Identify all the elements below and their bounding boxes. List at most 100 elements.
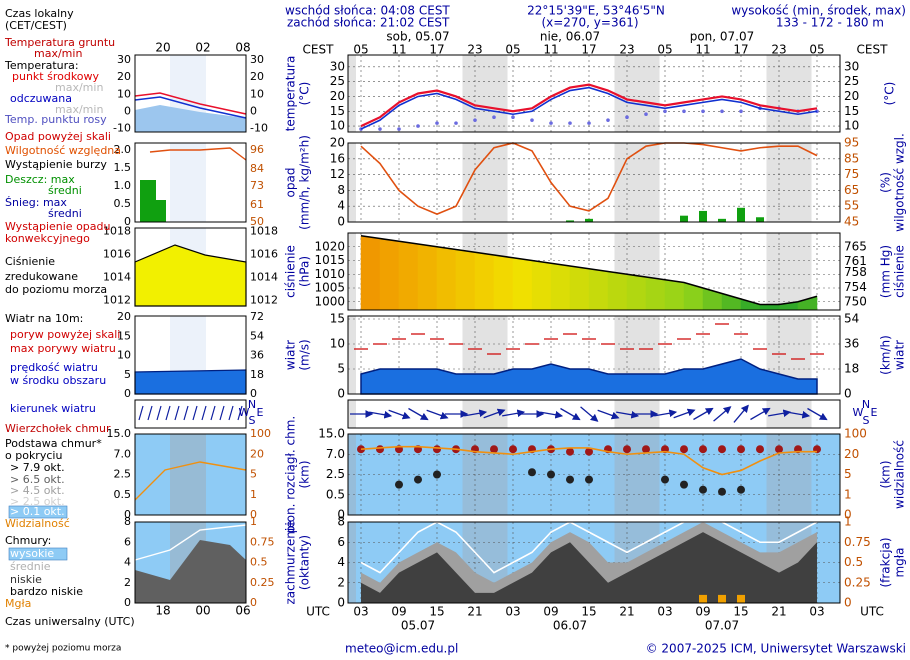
y-axis-title: zachmurzenie [284, 520, 298, 604]
wind-arrow [580, 406, 599, 422]
legend-y2-tick: 0.75 [250, 535, 275, 548]
legend-y-tick: -10 [113, 122, 131, 135]
y-tick-label: 7.0 [326, 447, 345, 461]
y2-tick-label: 54 [844, 312, 859, 326]
y2-axis-title: (mm Hg) [879, 245, 893, 298]
legend-time-bottom: 06 [235, 604, 250, 618]
dot [625, 115, 629, 119]
panel-frame [347, 433, 841, 516]
y-tick-label: 0 [337, 596, 345, 610]
night-band [614, 434, 660, 515]
night-band [348, 522, 356, 603]
legend-y-tick: 10 [117, 87, 131, 100]
wind-arrow [713, 406, 732, 422]
dot [756, 445, 764, 454]
dot [623, 445, 631, 454]
legend-humidity [149, 147, 247, 161]
legend-y-tick: 2.5 [114, 468, 132, 481]
utc-tick-label: 21 [467, 605, 482, 619]
y-tick-label: 10 [330, 119, 345, 133]
legend-text: średni [48, 184, 82, 197]
wind-arrow [768, 409, 792, 418]
line [360, 83, 818, 128]
legend-arrow [138, 405, 144, 421]
legend-y2-tick: 0 [250, 387, 257, 400]
y2-axis-title: (frakcja) [879, 537, 893, 587]
y2-axis-title: ciśnienie [893, 245, 907, 298]
wind-arrow [654, 409, 678, 418]
dot [528, 468, 536, 477]
legend-text: odczuwana [10, 92, 72, 105]
wind-arrow [560, 407, 581, 421]
y-tick-label: 2.5 [326, 467, 345, 481]
dot [737, 445, 745, 454]
legend-arrow [228, 405, 234, 421]
y-tick-label: 6 [337, 535, 345, 549]
pressure-area [379, 238, 400, 311]
legend-text: Deszcz: max [5, 173, 75, 186]
legend-text: Wystąpienie opadu [5, 220, 110, 233]
dot [454, 121, 458, 125]
legend-y-tick: 15 [117, 329, 131, 342]
dot [566, 475, 574, 484]
dot [718, 445, 726, 454]
pressure-area [607, 271, 628, 311]
panel-background [348, 400, 840, 428]
legend-text: prędkość wiatru [10, 361, 98, 374]
legend-wind [134, 369, 247, 395]
y2-tick-label: 95 [844, 136, 859, 150]
y2-tick-label: 25 [844, 74, 859, 88]
legend-y2-tick: 100 [250, 427, 271, 440]
dot [511, 115, 515, 119]
panel [347, 54, 841, 133]
wind-arrow [673, 408, 696, 419]
legend-arrow [237, 405, 243, 421]
wind-arrow [693, 407, 714, 421]
y-tick-label: 10 [330, 337, 345, 351]
panel-frame [347, 399, 841, 429]
night-band [348, 434, 356, 515]
legend-y-tick: 10 [117, 349, 131, 362]
night-band [766, 143, 812, 222]
pressure-area [588, 268, 609, 311]
pressure-area [474, 251, 495, 311]
panel-frame [347, 54, 841, 133]
pressure-area [664, 279, 685, 311]
dot [775, 445, 783, 454]
dot [739, 109, 743, 114]
legend-arrow [174, 405, 180, 421]
wind-arrow [464, 409, 488, 418]
y-tick-label: 2 [337, 575, 345, 589]
y2-axis-title: wilgotność wzgl. [893, 133, 907, 232]
legend-text: > 7.9 okt. [10, 461, 65, 474]
y-axis-title: opad [284, 168, 298, 198]
legend-frame [134, 54, 247, 133]
dot [376, 445, 384, 454]
panel [347, 315, 841, 395]
legend-text: zredukowane [5, 270, 78, 283]
y-tick-label: 1020 [314, 239, 345, 253]
legend-text: (CET/CEST) [5, 19, 67, 32]
cest-label: CEST [303, 43, 335, 57]
legend-y-tick: 4 [124, 556, 131, 569]
legend-y-tick: 20 [117, 310, 131, 323]
legend-y-tick: 5 [124, 368, 131, 381]
legend-y2-tick: 1014 [250, 270, 278, 283]
panel [347, 232, 841, 311]
dot [644, 112, 648, 117]
legend-y-tick: 15.0 [107, 427, 132, 440]
legend-y-tick: 0.5 [114, 197, 132, 210]
cest-tick-label: 11 [695, 43, 710, 57]
panel-background [348, 143, 840, 222]
legend-y-tick: 1.5 [114, 161, 132, 174]
legend-text: średnie [10, 560, 51, 573]
area [361, 532, 817, 603]
y2-tick-label: 0.25 [844, 575, 871, 589]
legend-wind-dir [134, 399, 247, 429]
bar [718, 218, 726, 222]
y2-tick-label: 754 [844, 280, 867, 294]
pressure-area [360, 235, 381, 311]
y2-tick-label: 30 [844, 59, 859, 73]
legend-frame [134, 521, 247, 604]
legend-time-bottom: 18 [155, 604, 170, 618]
